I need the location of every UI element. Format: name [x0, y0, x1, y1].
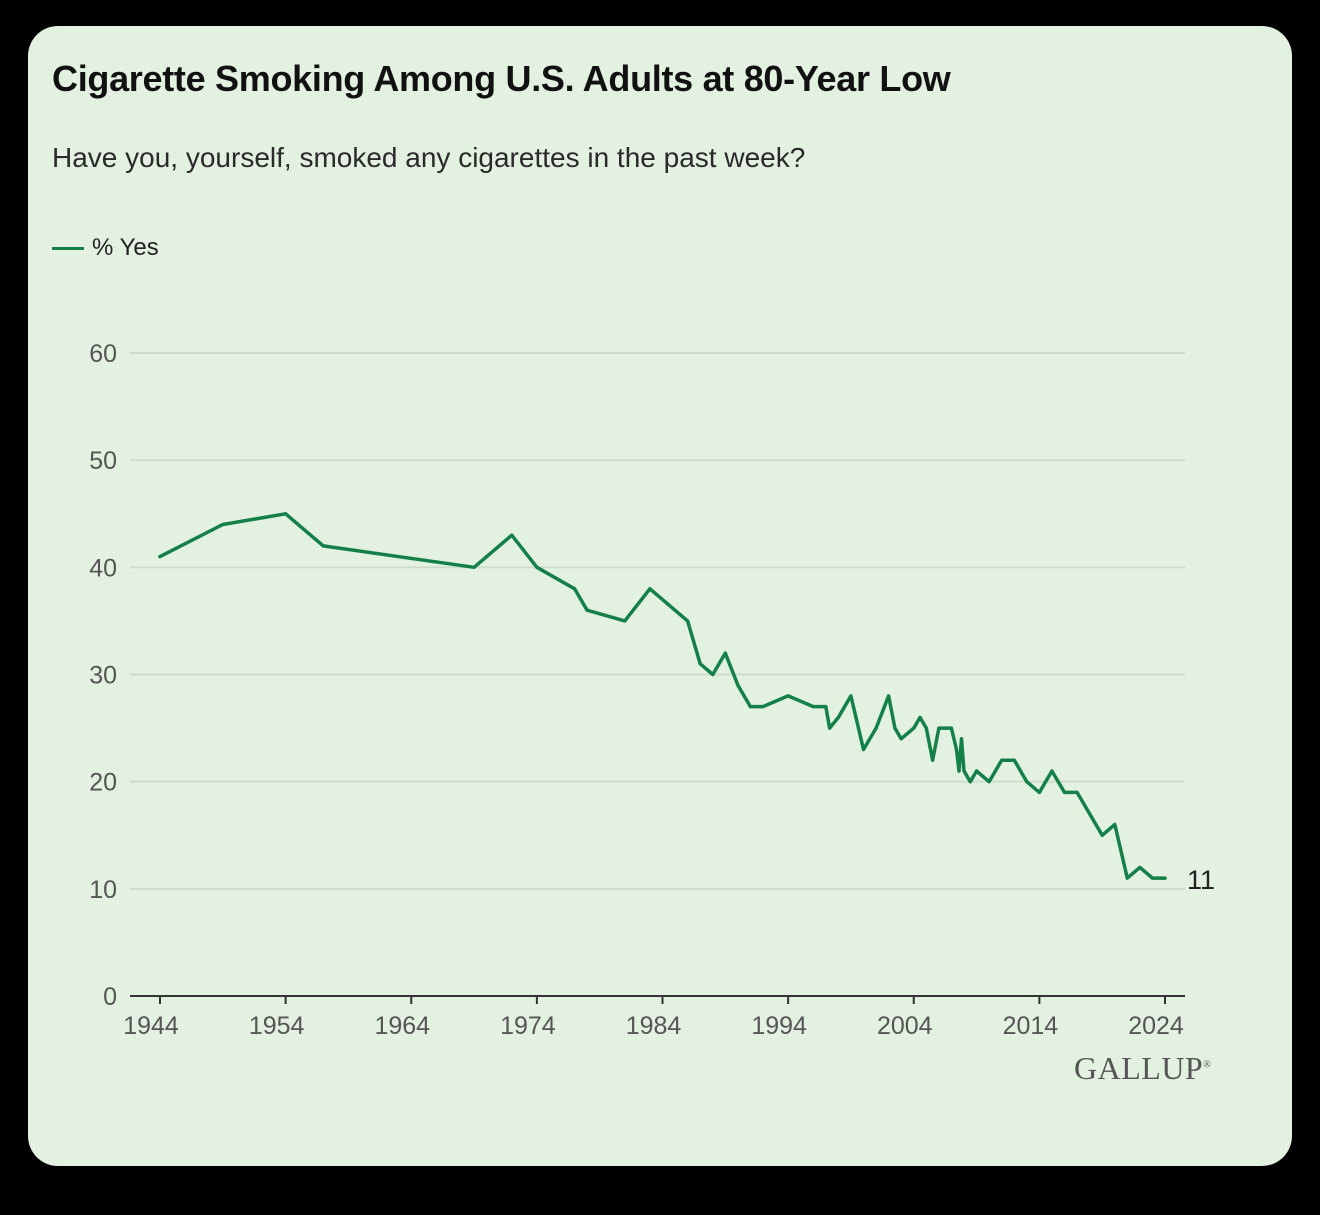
legend-line-swatch	[52, 246, 84, 250]
y-tick-label: 30	[89, 662, 117, 690]
gallup-logo: GALLUP®	[1074, 1050, 1211, 1087]
data-point	[723, 651, 727, 655]
data-point	[535, 565, 539, 569]
end-value-label: 11	[1187, 865, 1215, 895]
brand-name: GALLUP	[1074, 1050, 1204, 1086]
data-point	[899, 737, 903, 741]
data-point	[836, 715, 840, 719]
data-point	[698, 662, 702, 666]
data-point	[827, 726, 832, 730]
data-point	[930, 758, 935, 762]
data-point	[284, 512, 288, 516]
chart-subtitle: Have you, yourself, smoked any cigarette…	[52, 142, 806, 173]
data-point	[1150, 876, 1155, 880]
data-point	[623, 619, 627, 623]
data-point	[959, 737, 964, 741]
series-line-0	[158, 512, 1167, 880]
x-tick-label: 1954	[249, 1012, 305, 1040]
data-point	[321, 544, 325, 548]
data-point	[158, 555, 162, 559]
data-point	[748, 705, 753, 709]
data-point	[893, 726, 897, 730]
x-tick-label: 2004	[877, 1012, 933, 1040]
data-point	[585, 608, 589, 612]
data-point	[1138, 865, 1142, 870]
x-tick-label: 1964	[374, 1012, 430, 1040]
data-point	[1037, 790, 1041, 794]
registered-mark: ®	[1203, 1059, 1212, 1071]
data-point	[686, 619, 690, 623]
data-point	[711, 672, 715, 677]
data-point	[887, 694, 891, 698]
data-point	[1113, 822, 1117, 827]
x-tick-label: 1994	[751, 1012, 807, 1040]
data-point	[1163, 876, 1167, 880]
y-tick-label: 50	[89, 447, 117, 475]
data-point	[1088, 812, 1092, 816]
data-point	[968, 780, 972, 784]
y-tick-label: 0	[103, 983, 117, 1011]
x-tick-label: 1984	[626, 1012, 682, 1040]
data-point	[572, 587, 577, 591]
data-point	[1000, 758, 1004, 762]
data-point	[918, 715, 922, 719]
y-tick-label: 60	[89, 340, 117, 368]
x-tick-label: 2024	[1128, 1012, 1184, 1040]
data-point	[912, 726, 916, 730]
data-point	[1062, 790, 1067, 794]
legend-label: % Yes	[92, 234, 159, 261]
data-point	[943, 726, 947, 730]
data-point	[761, 705, 765, 709]
legend: % Yes	[52, 234, 159, 262]
data-point	[1012, 758, 1016, 762]
data-point	[957, 769, 961, 773]
data-point	[987, 780, 991, 784]
data-point	[924, 726, 928, 730]
y-tick-label: 20	[89, 769, 117, 797]
y-tick-label: 40	[89, 554, 117, 582]
data-point	[1050, 769, 1054, 773]
data-point	[510, 533, 514, 537]
data-point	[937, 726, 941, 730]
data-point	[1025, 780, 1029, 784]
data-point	[1125, 876, 1129, 880]
data-point	[824, 705, 828, 709]
data-point	[648, 587, 652, 591]
data-point	[954, 747, 959, 752]
data-point	[974, 769, 979, 773]
data-point	[1075, 790, 1079, 794]
data-point	[221, 522, 225, 527]
data-point	[786, 694, 790, 698]
x-tick-label: 1974	[500, 1012, 556, 1040]
data-point	[962, 769, 966, 773]
y-tick-label: 10	[89, 876, 117, 904]
chart-title: Cigarette Smoking Among U.S. Adults at 8…	[52, 58, 951, 99]
x-tick-label: 1944	[123, 1012, 179, 1040]
data-point	[811, 705, 815, 709]
data-point	[874, 726, 878, 730]
data-point	[472, 565, 476, 569]
data-point	[736, 683, 740, 687]
x-tick-label: 2014	[1003, 1012, 1059, 1040]
data-point	[861, 747, 866, 752]
data-point	[1100, 833, 1104, 837]
data-point	[849, 694, 853, 698]
data-point	[949, 726, 954, 730]
